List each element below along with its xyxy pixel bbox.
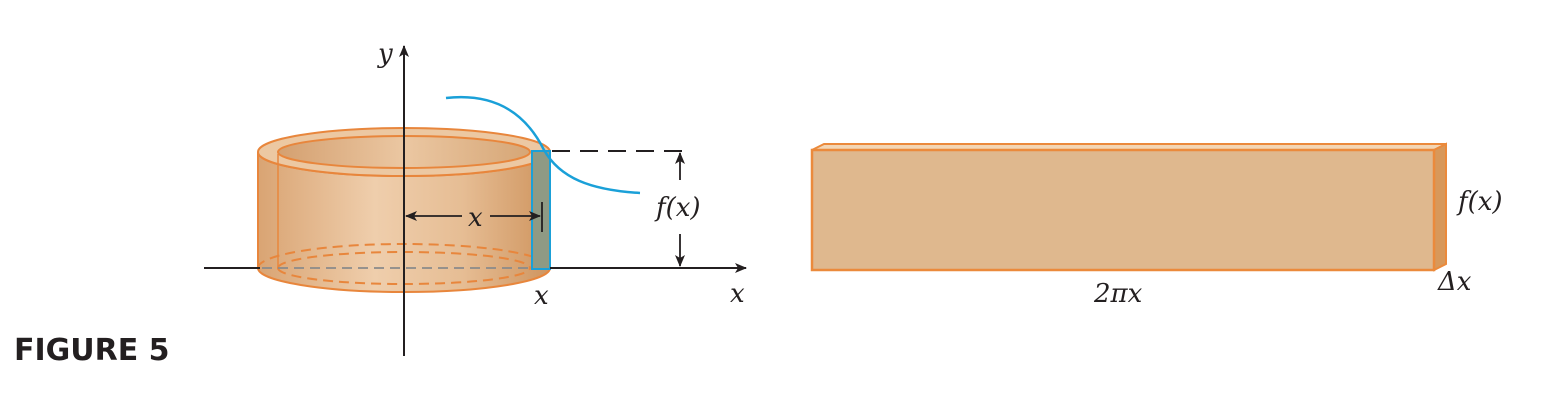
shell-height-label: f(x): [654, 193, 701, 223]
y-axis-label: y: [377, 39, 393, 69]
slab-front-face: [810, 148, 1436, 272]
x-axis-label: x: [730, 279, 745, 309]
slab-thickness-label: Δx: [1437, 267, 1472, 297]
slab-side-face: [1433, 142, 1447, 272]
figure-caption: FIGURE 5: [14, 333, 170, 368]
radius-label: x: [468, 203, 483, 233]
slab-length-label: 2πx: [1093, 279, 1143, 309]
function-curve: [445, 95, 641, 195]
slab-height-label: f(x): [1456, 187, 1503, 217]
x-tick-label: x: [534, 281, 549, 311]
shell-cross-section: [531, 150, 551, 270]
flattened-slab-diagram: f(x) 2πx Δx: [810, 142, 1503, 309]
cylindrical-shell-diagram: y x x x f(x): [204, 39, 747, 356]
